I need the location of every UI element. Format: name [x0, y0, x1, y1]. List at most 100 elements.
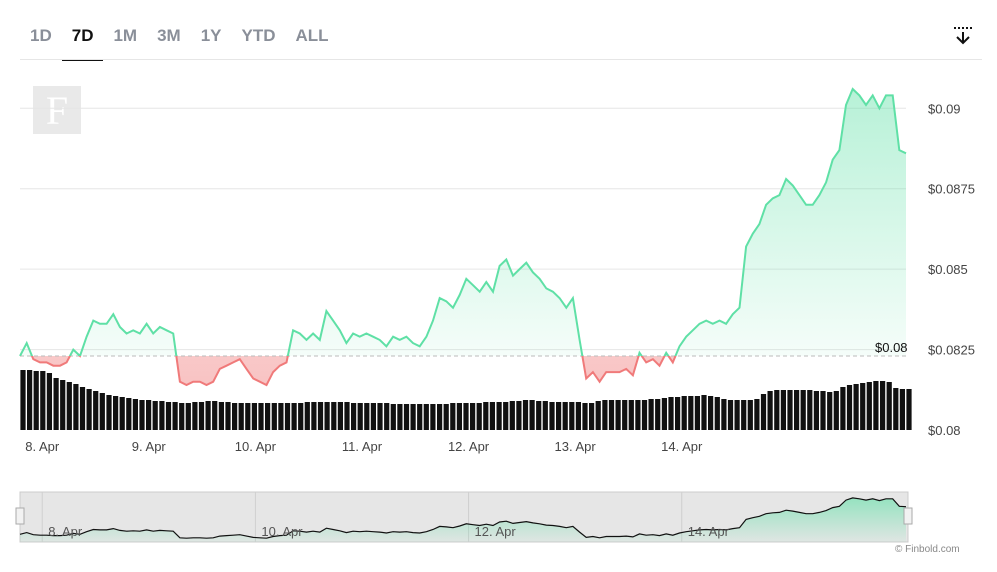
tab-3m[interactable]: 3M — [157, 26, 181, 45]
volume-bar — [727, 400, 734, 430]
volume-bar — [734, 400, 740, 430]
volume-bar — [516, 401, 522, 430]
navigator-line — [19, 497, 907, 539]
volume-bar — [40, 371, 46, 430]
volume-bar — [344, 402, 350, 430]
logo-letter: F — [46, 88, 68, 133]
volume-bar — [377, 403, 383, 430]
volume-bar — [73, 384, 79, 430]
volume-bar — [331, 402, 337, 430]
volume-bar — [20, 370, 26, 430]
volume-bar — [384, 403, 390, 430]
volume-bar — [271, 403, 277, 430]
volume-bar — [648, 399, 654, 430]
x-axis-labels: 8. Apr 9. Apr 10. Apr 11. Apr 12. Apr 13. Apr… — [25, 439, 703, 454]
volume-bar — [172, 402, 178, 430]
price-line-up — [19, 87, 907, 356]
volume-bar — [522, 400, 529, 430]
volume-bar — [456, 403, 463, 430]
baseline-label: $0.08 — [875, 340, 908, 355]
volume-bar — [628, 400, 634, 430]
volume-bar — [529, 400, 535, 430]
volume-bar — [860, 383, 866, 430]
x-tick-label: 10. Apr — [235, 439, 277, 454]
volume-bar — [575, 402, 582, 430]
volume-bar — [417, 404, 423, 430]
tab-ytd[interactable]: YTD — [241, 26, 276, 45]
tab-1m[interactable]: 1M — [113, 26, 138, 45]
volume-bar — [317, 402, 324, 430]
x-tick-label: 9. Apr — [132, 439, 167, 454]
volume-bar — [139, 400, 145, 430]
volume-bar — [846, 385, 853, 430]
volume-bar — [589, 403, 595, 430]
volume-bar — [99, 393, 105, 430]
volume-bar — [635, 400, 641, 430]
volume-bar — [258, 403, 264, 430]
volume-bar — [311, 402, 317, 430]
x-tick-label: 11. Apr — [342, 439, 383, 454]
download-icon[interactable] — [950, 24, 976, 48]
navigator-label: 10. Apr — [261, 524, 303, 539]
tab-1d[interactable]: 1D — [30, 26, 52, 45]
y-tick-label: $0.0825 — [928, 343, 975, 358]
volume-bar — [126, 398, 132, 430]
navigator[interactable]: 8. Apr 10. Apr 12. Apr 14. Apr — [15, 491, 913, 543]
volume-bar — [278, 403, 284, 430]
volume-bar — [53, 378, 59, 430]
volume-bar — [351, 403, 357, 430]
volume-bar — [60, 380, 66, 430]
volume-bar — [165, 402, 172, 430]
volume-bar — [410, 404, 416, 430]
volume-bar — [780, 390, 787, 430]
volume-bar — [622, 400, 628, 430]
volume-bar — [675, 397, 681, 430]
volume-bar — [741, 400, 747, 430]
volume-bar — [549, 402, 555, 430]
volume-bar — [218, 402, 225, 430]
volume-bar — [476, 403, 482, 430]
volume-bar — [298, 403, 304, 430]
navigator-label: 14. Apr — [688, 524, 730, 539]
volume-bar — [450, 403, 456, 430]
volume-bar — [212, 401, 218, 430]
volume-bar — [430, 404, 436, 430]
volume-bar — [774, 390, 780, 430]
volume-bar — [615, 400, 621, 430]
volume-bar — [853, 384, 859, 430]
volume-bar — [66, 382, 72, 430]
volume-bar — [284, 403, 291, 430]
area-fill-down — [20, 356, 906, 385]
price-line — [19, 87, 907, 387]
volume-bar — [225, 402, 231, 430]
volume-bar — [251, 403, 258, 430]
volume-bar — [364, 403, 370, 430]
volume-bar — [265, 403, 271, 430]
volume-bar — [820, 391, 826, 430]
volume-bar — [403, 404, 410, 430]
tab-all[interactable]: ALL — [295, 26, 329, 45]
x-tick-label: 14. Apr — [661, 439, 703, 454]
finbold-logo: F — [33, 86, 81, 134]
tab-7d[interactable]: 7D — [61, 22, 104, 61]
volume-bar — [681, 396, 687, 430]
volume-bar — [179, 403, 185, 430]
volume-bar — [873, 381, 879, 430]
volume-bar — [807, 390, 813, 430]
navigator-right-handle[interactable] — [903, 507, 913, 525]
y-tick-label: $0.0875 — [928, 182, 975, 197]
volume-bar — [503, 402, 509, 430]
y-tick-label: $0.09 — [928, 101, 961, 116]
volume-bar — [899, 389, 906, 430]
volume-bar — [390, 404, 396, 430]
navigator-left-handle[interactable] — [15, 507, 25, 525]
volume-bar — [694, 396, 701, 430]
volume-bar — [893, 388, 899, 430]
volume-bar — [767, 391, 773, 430]
volume-bar — [192, 402, 198, 430]
volume-bar — [747, 400, 753, 430]
x-tick-label: 13. Apr — [555, 439, 597, 454]
tab-1y[interactable]: 1Y — [200, 26, 222, 45]
volume-bar — [509, 401, 515, 430]
